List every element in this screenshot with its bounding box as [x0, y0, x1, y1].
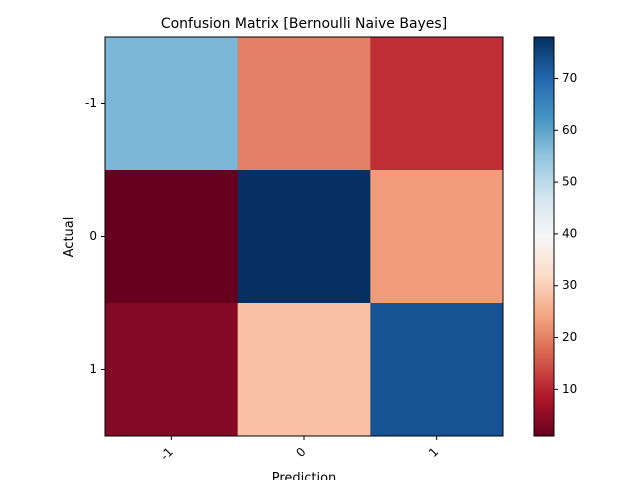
chart-title: Confusion Matrix [Bernoulli Naive Bayes]: [161, 16, 447, 32]
x-tick-label: -1: [158, 445, 176, 463]
x-tick-label: 0: [293, 445, 308, 460]
y-tick-label: 0: [89, 229, 97, 243]
heatmap-cell: [370, 170, 504, 304]
colorbar-ticks: 10 20 30 40 50 60 70: [554, 71, 577, 396]
colorbar: 10 20 30 40 50 60 70: [533, 36, 577, 437]
colorbar-tick-label: 30: [562, 278, 577, 292]
colorbar-gradient: [533, 36, 555, 437]
y-axis: -1 0 1: [85, 96, 105, 376]
heatmap-cell: [370, 37, 504, 171]
colorbar-tick-label: 10: [562, 382, 577, 396]
colorbar-tick-label: 60: [562, 123, 577, 137]
heatmap-cell: [237, 37, 371, 171]
y-tick-label: 1: [89, 362, 97, 376]
x-tick-label: 1: [426, 445, 441, 460]
heatmap-cell: [237, 303, 371, 437]
colorbar-tick-label: 50: [562, 175, 577, 189]
y-axis-label: Actual: [62, 217, 77, 258]
colorbar-tick-label: 70: [562, 71, 577, 85]
heatmap-cell: [105, 303, 239, 437]
heatmap-cell: [105, 37, 239, 171]
colorbar-tick-label: 40: [562, 226, 577, 240]
colorbar-tick-label: 20: [562, 330, 577, 344]
heatmap-cell: [237, 170, 371, 304]
x-axis-label: Prediction: [272, 471, 337, 480]
x-axis: -1 0 1: [158, 436, 441, 463]
heatmap-cells: [105, 37, 504, 437]
y-tick-label: -1: [85, 96, 97, 110]
heatmap-cell: [105, 170, 239, 304]
heatmap-cell: [370, 303, 504, 437]
